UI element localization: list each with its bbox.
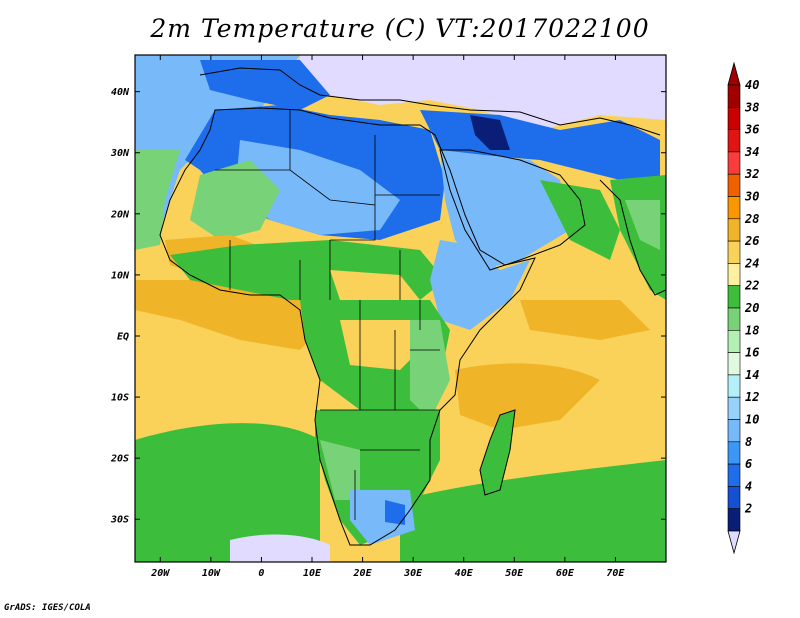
colorbar-segment <box>727 173 741 197</box>
lon-tick-label: 30E <box>403 568 423 579</box>
colorbar: 40 38 36 34 32 30 28 26 24 22 20 18 16 14 12 10 8 6 4 2 <box>727 61 759 555</box>
colorbar-segment <box>727 352 741 376</box>
colorbar-label: 18 <box>745 323 759 337</box>
colorbar-segment <box>727 84 741 108</box>
lat-tick-label: 10S <box>111 393 129 404</box>
colorbar-label: 30 <box>744 190 759 204</box>
colorbar-label: 2 <box>744 502 752 516</box>
lon-tick-label: 40E <box>455 568 474 579</box>
colorbar-bottom-arrow <box>727 530 741 555</box>
colorbar-label: 6 <box>745 457 752 471</box>
colorbar-label: 34 <box>744 145 759 159</box>
lat-tick-label: 20N <box>110 209 130 220</box>
colorbar-segment <box>727 285 741 309</box>
land-east-africa-cool <box>410 320 450 420</box>
land-india-mild <box>625 200 660 250</box>
lon-tick-label: 60E <box>556 568 575 579</box>
colorbar-segment <box>727 463 741 487</box>
colorbar-label: 38 <box>744 100 759 114</box>
ocean-band-arabian-sea <box>520 300 650 340</box>
lon-tick-label: 20W <box>150 568 170 579</box>
colorbar-label: 26 <box>744 234 759 248</box>
ocean-band-indian <box>455 363 600 430</box>
map-frame <box>134 54 667 563</box>
ocean-band-far-south <box>230 534 330 562</box>
map-title: 2m Temperature (C) VT:2017022100 <box>150 14 650 43</box>
colorbar-segment <box>727 396 741 420</box>
lat-tick-label: 40N <box>111 87 130 98</box>
colorbar-segment <box>727 263 741 286</box>
lon-tick-label: 50E <box>505 568 524 579</box>
colorbar-segment <box>727 218 741 242</box>
colorbar-segment <box>727 329 741 353</box>
lat-tick-label: 30S <box>110 515 129 526</box>
lon-tick-label: 20E <box>353 568 373 579</box>
colorbar-label: 22 <box>744 279 759 293</box>
colorbar-label: 28 <box>744 212 759 226</box>
land-arabia <box>440 150 570 270</box>
ocean-band-south <box>135 423 320 562</box>
colorbar-label: 8 <box>745 435 752 449</box>
colorbar-label: 16 <box>745 346 759 360</box>
lon-tick-label: 10E <box>303 568 322 579</box>
colorbar-label: 12 <box>745 390 759 404</box>
land-highveld-cold <box>385 500 405 525</box>
colorbar-segment <box>727 196 741 220</box>
credit-text: GrADS: IGES/COLA <box>4 603 91 613</box>
land-sahara-cool <box>235 140 400 235</box>
land-namibia-mild <box>320 440 360 500</box>
colorbar-label: 20 <box>744 301 759 315</box>
axis-labels: 20W 10W 0 10E 20E 30E 40E 50E 60E 70E 40N 30N 20N 10N… <box>110 87 626 579</box>
land-zagros-freezing <box>470 115 510 150</box>
coastline-madagascar <box>479 409 516 496</box>
colorbar-label: 24 <box>744 256 759 270</box>
land-mediterranean-cold <box>200 60 330 110</box>
colorbar-label: 36 <box>744 123 759 137</box>
colorbar-label: 14 <box>745 368 759 382</box>
lon-tick-label: 0 <box>258 568 264 579</box>
land-madagascar <box>480 410 515 495</box>
colorbar-label: 10 <box>745 413 759 427</box>
colorbar-segment <box>727 307 741 331</box>
colorbar-segment <box>727 486 741 509</box>
colorbar-segment <box>727 508 741 532</box>
coastline-india <box>599 179 666 296</box>
land-europe-asia <box>300 55 666 130</box>
colorbar-label: 40 <box>745 78 759 92</box>
coastline-africa <box>159 107 536 546</box>
land-horn <box>430 240 530 330</box>
lat-tick-label: 20S <box>110 454 129 465</box>
colorbar-segment <box>727 129 741 153</box>
lat-tick-label: EQ <box>117 331 129 342</box>
axis-ticks <box>135 55 666 562</box>
coastline-europe <box>199 67 661 136</box>
colorbar-segment <box>727 419 741 443</box>
colorbar-segment <box>727 441 741 465</box>
lat-tick-label: 30N <box>110 148 130 159</box>
coastline-arabia <box>439 149 586 271</box>
lat-tick-label: 10N <box>111 270 130 281</box>
land-arabia-green <box>540 180 620 260</box>
colorbar-segment <box>727 151 741 175</box>
ocean-band-south-east <box>400 460 666 562</box>
colorbar-segment <box>727 107 741 130</box>
colorbar-segment <box>727 240 741 264</box>
ocean-band-atlantic <box>135 280 320 350</box>
lon-tick-label: 10W <box>202 568 221 579</box>
coastlines <box>159 67 666 546</box>
country-borders <box>215 110 440 520</box>
colorbar-top-arrow <box>727 61 741 86</box>
land-sahara-green <box>190 160 280 240</box>
colorbar-label: 32 <box>744 167 759 181</box>
lon-tick-label: 70E <box>606 568 625 579</box>
colorbar-label: 4 <box>745 479 752 493</box>
temperature-field <box>135 55 666 562</box>
ocean-band-north-green <box>135 150 180 250</box>
colorbar-segment <box>727 374 741 398</box>
